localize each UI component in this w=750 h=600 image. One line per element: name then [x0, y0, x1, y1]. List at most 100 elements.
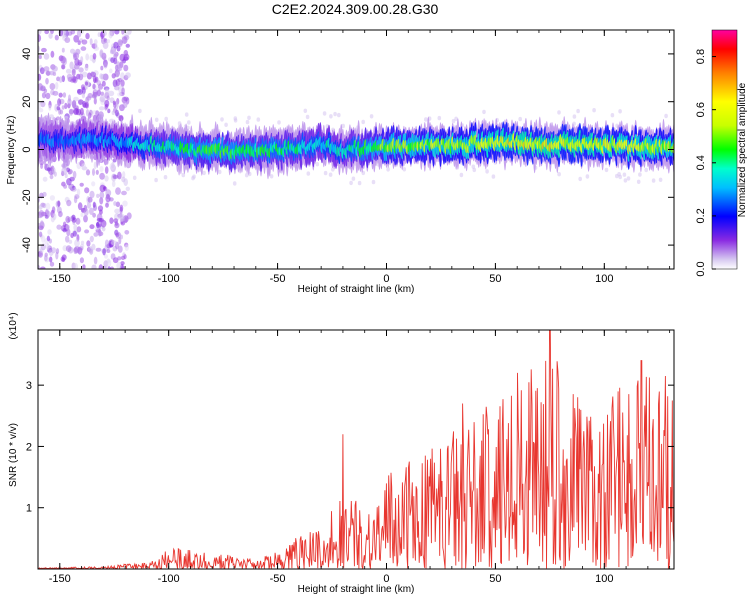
spectral-noise-point: [80, 46, 87, 51]
spectral-noise-point: [154, 177, 158, 183]
spectral-noise-point: [84, 229, 90, 234]
spectral-noise-point: [371, 179, 376, 185]
spectral-noise-point: [41, 235, 46, 243]
spectral-noise-point: [269, 174, 274, 179]
spectral-noise-point: [386, 167, 390, 172]
spectral-noise-point: [100, 91, 105, 96]
spectral-noise-point: [48, 104, 52, 111]
spectral-noise-point: [89, 190, 95, 199]
spectral-noise-point: [61, 47, 65, 53]
spectral-noise-point: [644, 167, 648, 173]
spectral-noise-point: [114, 71, 120, 78]
spectral-noise-point: [41, 47, 47, 53]
colorbar-label: Normalized spectral amplitude: [737, 82, 748, 217]
y-tick-label: -40: [21, 237, 33, 253]
spectral-noise-point: [120, 79, 125, 87]
spectral-noise-point: [636, 179, 641, 184]
spectral-noise-point: [113, 218, 119, 224]
spectral-noise-point: [93, 97, 97, 105]
spectral-noise-point: [638, 172, 642, 177]
spectral-noise-point: [557, 172, 561, 177]
spectral-noise-point: [46, 235, 51, 242]
spectral-noise-point: [42, 176, 48, 182]
spectral-noise-point: [61, 64, 65, 70]
spectral-noise-point: [121, 176, 126, 183]
spectral-noise-point: [85, 32, 90, 40]
spectral-noise-point: [45, 202, 51, 211]
spectral-noise-point: [617, 172, 621, 177]
spectral-noise-point: [124, 230, 130, 235]
spectral-noise-point: [99, 166, 104, 172]
spectral-noise-point: [99, 197, 104, 205]
spectral-noise-point: [40, 163, 44, 169]
spectral-noise-point: [74, 239, 80, 247]
spectral-noise-point: [572, 114, 577, 119]
x-tick-label: -150: [49, 273, 71, 285]
spectral-noise-point: [122, 200, 128, 207]
snr-x-ticks: -150 -100 -50 0 50 100: [37, 330, 671, 585]
figure-title: C2E2.2024.309.00.28.G30: [272, 1, 439, 17]
spectral-noise-point: [105, 202, 109, 208]
x-tick-label: 0: [383, 273, 389, 285]
spectral-noise-point: [58, 76, 63, 83]
spectral-noise-point: [277, 120, 281, 125]
spectral-noise-point: [72, 230, 77, 237]
spectral-noise-point: [89, 235, 94, 243]
spectral-noise-point: [482, 109, 486, 115]
spectral-noise-point: [79, 257, 84, 264]
spectral-noise-point: [71, 214, 76, 221]
spectral-noise-point: [123, 49, 129, 57]
spectral-noise-point: [61, 105, 65, 110]
spectral-noise-point: [109, 162, 116, 171]
spectral-noise-point: [49, 83, 56, 90]
spectral-noise-point: [328, 172, 333, 177]
spectral-noise-point: [94, 43, 98, 50]
snr-series-line: [38, 330, 674, 569]
spectral-noise-point: [623, 178, 628, 183]
spectral-noise-point: [592, 108, 596, 113]
spectral-noise-point: [118, 114, 124, 122]
spectral-noise-point: [106, 249, 111, 253]
spectral-noise-point: [93, 75, 97, 84]
snr-frame: [37, 329, 675, 570]
spectral-noise-point: [61, 75, 65, 83]
spectral-noise-point: [114, 85, 120, 91]
colorbar-tick-label: 0.8: [695, 49, 707, 64]
spectral-noise-point: [66, 228, 71, 237]
spectral-noise-point: [39, 67, 45, 75]
spectral-noise-point: [84, 187, 90, 194]
spectral-noise-point: [626, 176, 631, 181]
spectral-noise-point: [44, 254, 48, 262]
snr-y-ticks: 1 2 3: [26, 380, 674, 515]
spectral-noise-point: [118, 40, 123, 46]
spectral-noise-point: [47, 229, 52, 235]
spectral-noise-point: [73, 224, 78, 232]
spectral-noise-point: [154, 117, 159, 123]
spectral-noise-point: [76, 188, 81, 196]
spectral-noise-point: [62, 228, 67, 233]
spectral-noise-point: [111, 110, 116, 116]
spectral-noise-point: [43, 88, 48, 93]
spectral-noise-point: [77, 61, 83, 66]
colorbar-tick-label: 0.0: [695, 261, 707, 276]
spectral-noise-point: [91, 264, 97, 269]
spectral-noise-point: [361, 119, 366, 125]
spectral-noise-point: [126, 212, 132, 220]
spectral-noise-point: [40, 220, 44, 226]
y-tick-label: 20: [21, 96, 33, 108]
spectrogram-y-ticks: -40 -20 0 20 40: [21, 48, 674, 253]
spectral-noise-point: [244, 173, 249, 178]
spectral-noise-point: [104, 254, 108, 259]
spectral-noise-point: [86, 240, 91, 247]
spectral-noise-point: [80, 212, 84, 217]
spectral-noise-point: [78, 73, 84, 81]
spectral-noise-point: [68, 108, 74, 115]
snr-y-multiplier: (x10⁴): [8, 312, 19, 339]
spectral-noise-point: [93, 161, 97, 170]
spectral-noise-point: [78, 99, 82, 106]
spectral-noise-point: [104, 166, 109, 174]
spectral-noise-point: [245, 119, 250, 125]
spectral-noise-point: [76, 226, 82, 233]
spectral-noise-point: [117, 92, 122, 97]
spectral-noise-point: [125, 72, 131, 79]
